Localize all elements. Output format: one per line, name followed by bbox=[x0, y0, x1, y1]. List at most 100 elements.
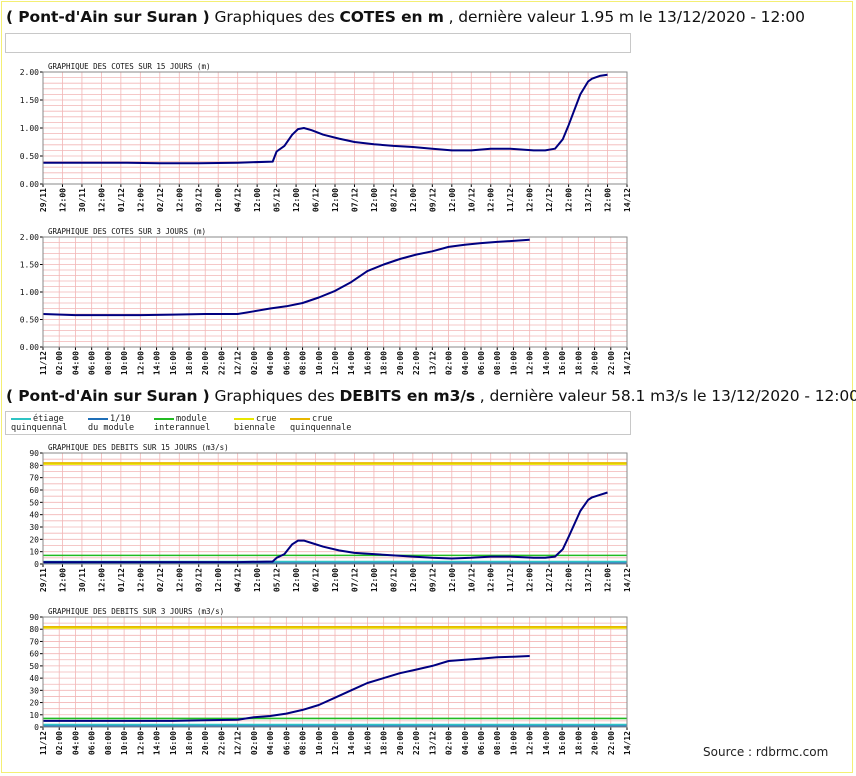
y-tick-label: 80 bbox=[29, 625, 39, 634]
y-tick-label: 2.00 bbox=[20, 233, 39, 242]
x-tick-label: 08:00 bbox=[299, 731, 308, 755]
chart-4: 0 10 20 30 40 50 60 70 80 90 11/12 02:00 04:00 06:00 0… bbox=[29, 607, 632, 755]
x-tick-label: 16:00 bbox=[363, 351, 372, 375]
plot-frame bbox=[42, 236, 628, 348]
x-tick-label: 12:00 bbox=[409, 188, 418, 212]
x-tick-label: 12:00 bbox=[136, 568, 145, 592]
x-tick-label: 08:00 bbox=[493, 351, 502, 375]
y-tick-label: 0.50 bbox=[20, 152, 39, 161]
x-tick-label: 04:00 bbox=[266, 351, 275, 375]
x-tick-label: 06:00 bbox=[477, 351, 486, 375]
x-tick-label: 02:00 bbox=[250, 731, 259, 755]
x-tick-label: 07/12 bbox=[350, 568, 359, 592]
y-tick-label: 90 bbox=[29, 613, 39, 622]
debits-heading: ( Pont-d'Ain sur Suran ) Graphiques des … bbox=[6, 387, 856, 405]
x-tick-label: 14/12 bbox=[623, 351, 632, 375]
chart-title: GRAPHIQUE DES COTES SUR 3 JOURS (m) bbox=[48, 227, 206, 236]
chart-1: 0.00 0.50 1.00 1.50 2.00 29/11 12:00 30/11 12:00… bbox=[20, 62, 632, 212]
legend-item-crue-quinquennale: crue quinquennale bbox=[290, 415, 351, 433]
x-tick-label: 12:00 bbox=[370, 568, 379, 592]
x-tick-label: 04:00 bbox=[461, 351, 470, 375]
legend-item-etiage: étiage quinquennal bbox=[11, 415, 67, 433]
chart-2: 0.00 0.50 1.00 1.50 2.00 11/12 02:00 04:00 06:00… bbox=[20, 227, 632, 375]
x-tick-label: 22:00 bbox=[607, 731, 616, 755]
x-tick-label: 12:00 bbox=[214, 188, 223, 212]
x-tick-label: 08/12 bbox=[389, 568, 398, 592]
x-tick-label: 08:00 bbox=[493, 731, 502, 755]
y-tick-label: 30 bbox=[29, 523, 39, 532]
x-tick-label: 16:00 bbox=[363, 731, 372, 755]
x-tick-label: 14:00 bbox=[542, 731, 551, 755]
cotes-heading: ( Pont-d'Ain sur Suran ) Graphiques des … bbox=[6, 8, 805, 26]
x-tick-label: 20:00 bbox=[591, 351, 600, 375]
x-tick-label: 11/12 bbox=[506, 568, 515, 592]
x-tick-label: 10:00 bbox=[509, 351, 518, 375]
x-tick-label: 06/12 bbox=[312, 568, 321, 592]
x-tick-label: 09/12 bbox=[428, 568, 437, 592]
x-tick-label: 06:00 bbox=[282, 731, 291, 755]
y-tick-label: 70 bbox=[29, 637, 39, 646]
x-tick-label: 06:00 bbox=[88, 351, 97, 375]
x-tick-label: 30/11 bbox=[78, 188, 87, 212]
x-tick-label: 07/12 bbox=[350, 188, 359, 212]
x-tick-label: 08:00 bbox=[104, 731, 113, 755]
x-tick-label: 12:00 bbox=[526, 568, 535, 592]
x-tick-label: 12:00 bbox=[448, 568, 457, 592]
y-tick-label: 1.00 bbox=[20, 124, 39, 133]
y-tick-label: 90 bbox=[29, 449, 39, 458]
x-tick-label: 02:00 bbox=[445, 351, 454, 375]
x-tick-label: 12:00 bbox=[604, 568, 613, 592]
x-tick-label: 12:00 bbox=[58, 568, 67, 592]
x-tick-label: 22:00 bbox=[412, 731, 421, 755]
x-tick-label: 14/12 bbox=[623, 731, 632, 755]
x-tick-label: 12/12 bbox=[234, 731, 243, 755]
legend-swatch bbox=[290, 417, 310, 420]
legend-item-module: module interannuel bbox=[154, 415, 210, 433]
x-tick-label: 12:00 bbox=[136, 351, 145, 375]
source-credit: Source : rdbrmc.com bbox=[703, 745, 829, 759]
x-tick-label: 12:00 bbox=[487, 188, 496, 212]
legend-label: étiage bbox=[33, 414, 64, 424]
x-tick-label: 02:00 bbox=[250, 351, 259, 375]
legend-label: interannuel bbox=[154, 423, 211, 433]
plot-frame bbox=[42, 452, 628, 565]
x-tick-label: 16:00 bbox=[169, 731, 178, 755]
x-tick-label: 20:00 bbox=[201, 731, 210, 755]
x-tick-label: 18:00 bbox=[185, 731, 194, 755]
x-tick-label: 10:00 bbox=[120, 731, 129, 755]
x-tick-label: 14:00 bbox=[153, 351, 162, 375]
x-tick-label: 12:00 bbox=[97, 568, 106, 592]
x-tick-label: 12:00 bbox=[214, 568, 223, 592]
y-tick-label: 70 bbox=[29, 474, 39, 483]
x-tick-label: 06/12 bbox=[312, 188, 321, 212]
y-tick-label: 0.00 bbox=[20, 343, 39, 352]
x-tick-label: 01/12 bbox=[117, 568, 126, 592]
legend-swatch bbox=[154, 417, 174, 420]
x-tick-label: 08:00 bbox=[104, 351, 113, 375]
y-tick-label: 0 bbox=[34, 560, 39, 569]
y-tick-label: 1.50 bbox=[20, 261, 39, 270]
x-tick-label: 10:00 bbox=[509, 731, 518, 755]
series-line bbox=[42, 238, 530, 317]
series-line bbox=[43, 73, 608, 165]
x-tick-label: 13/12 bbox=[428, 351, 437, 375]
y-tick-label: 60 bbox=[29, 650, 39, 659]
x-tick-label: 03/12 bbox=[195, 188, 204, 212]
y-tick-label: 50 bbox=[29, 662, 39, 671]
legend-label: module bbox=[176, 414, 207, 424]
x-tick-label: 12/12 bbox=[545, 188, 554, 212]
x-tick-label: 09/12 bbox=[428, 188, 437, 212]
y-tick-label: 50 bbox=[29, 498, 39, 507]
y-tick-label: 60 bbox=[29, 486, 39, 495]
x-tick-label: 18:00 bbox=[574, 731, 583, 755]
heading-text: Graphiques des bbox=[209, 8, 340, 26]
x-tick-label: 20:00 bbox=[591, 731, 600, 755]
heading-text: Graphiques des bbox=[209, 387, 340, 405]
chart-title: GRAPHIQUE DES DEBITS SUR 3 JOURS (m3/s) bbox=[48, 607, 224, 616]
legend-swatch bbox=[11, 417, 31, 420]
x-tick-label: 22:00 bbox=[217, 351, 226, 375]
series-line bbox=[43, 655, 530, 722]
cotes-legend-box bbox=[5, 33, 631, 53]
